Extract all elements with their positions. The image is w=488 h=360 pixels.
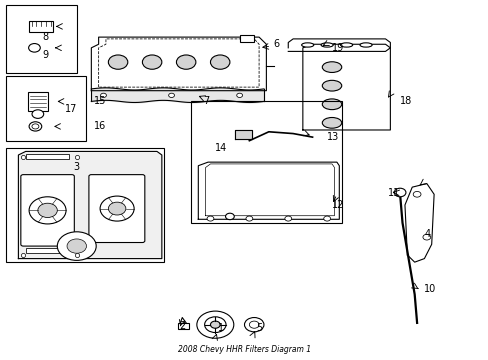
Text: 15: 15 [94, 96, 106, 107]
Polygon shape [302, 44, 389, 130]
Circle shape [249, 321, 259, 328]
Bar [26, 248, 69, 253]
Text: 18: 18 [399, 96, 411, 107]
FancyBboxPatch shape [21, 175, 74, 246]
Polygon shape [404, 184, 433, 262]
Polygon shape [19, 152, 162, 258]
Text: 5: 5 [256, 323, 263, 333]
Circle shape [108, 202, 125, 215]
Ellipse shape [322, 62, 341, 72]
Ellipse shape [321, 43, 332, 47]
Circle shape [29, 122, 41, 131]
Circle shape [393, 188, 405, 197]
Bar [6, 148, 164, 262]
Circle shape [29, 44, 40, 52]
Ellipse shape [322, 117, 341, 128]
Text: 2: 2 [179, 321, 185, 332]
Circle shape [101, 93, 106, 98]
Circle shape [29, 197, 66, 224]
Circle shape [210, 55, 229, 69]
Circle shape [225, 213, 234, 220]
Bar [6, 5, 77, 73]
Text: 9: 9 [42, 50, 49, 60]
Ellipse shape [322, 80, 341, 91]
Bar [239, 35, 254, 42]
Bar [28, 91, 47, 111]
Circle shape [142, 55, 162, 69]
Circle shape [204, 317, 225, 333]
Circle shape [323, 216, 330, 221]
Circle shape [285, 216, 291, 221]
Text: 1: 1 [217, 323, 224, 333]
Circle shape [168, 93, 174, 98]
Text: 3: 3 [73, 162, 80, 172]
Circle shape [422, 234, 430, 240]
Text: 6: 6 [273, 39, 279, 49]
Text: 14: 14 [215, 143, 227, 153]
Polygon shape [287, 39, 389, 51]
Circle shape [412, 192, 420, 197]
Bar [178, 323, 188, 329]
Ellipse shape [340, 43, 352, 47]
Text: 13: 13 [326, 132, 339, 142]
Text: 8: 8 [42, 32, 49, 42]
Circle shape [38, 203, 57, 217]
Circle shape [32, 124, 39, 129]
Circle shape [32, 110, 43, 118]
Text: 10: 10 [424, 284, 436, 294]
Circle shape [245, 216, 252, 221]
Polygon shape [198, 162, 339, 219]
Circle shape [108, 55, 127, 69]
Circle shape [244, 318, 264, 332]
Text: 16: 16 [94, 121, 106, 131]
Bar [191, 102, 341, 223]
Ellipse shape [322, 99, 341, 110]
Polygon shape [234, 130, 251, 139]
Polygon shape [91, 37, 266, 91]
Text: 19: 19 [331, 43, 344, 53]
Circle shape [67, 239, 86, 253]
Circle shape [100, 196, 134, 221]
Ellipse shape [359, 43, 371, 47]
Text: 2008 Chevy HHR Filters Diagram 1: 2008 Chevy HHR Filters Diagram 1 [178, 345, 310, 354]
Ellipse shape [301, 43, 313, 47]
Text: 12: 12 [331, 200, 344, 210]
Text: 17: 17 [64, 104, 77, 113]
Circle shape [210, 321, 220, 328]
Bar [6, 76, 86, 141]
FancyBboxPatch shape [89, 175, 144, 243]
Bar [29, 21, 53, 32]
Text: 7: 7 [203, 96, 209, 107]
Text: 11: 11 [387, 188, 399, 198]
Circle shape [236, 93, 242, 98]
Circle shape [206, 216, 213, 221]
Bar [26, 154, 69, 158]
Circle shape [57, 232, 96, 260]
Circle shape [197, 311, 233, 338]
Circle shape [176, 55, 196, 69]
Text: 4: 4 [424, 229, 429, 239]
